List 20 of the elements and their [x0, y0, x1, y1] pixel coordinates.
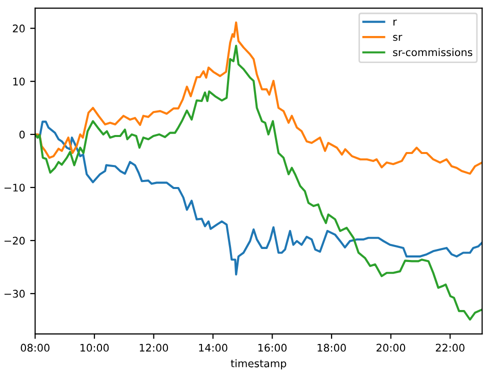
x-tick-label: 10:00 — [80, 344, 109, 352]
x-tick-label: 14:00 — [199, 344, 228, 352]
x-axis-title: timestamp — [230, 359, 286, 370]
x-tick-label: 08:00 — [20, 344, 50, 352]
x-tick-label: 20:00 — [376, 344, 406, 352]
legend-label: r — [393, 20, 397, 26]
y-tick-label: −20 — [4, 236, 25, 245]
x-tick-label: 22:00 — [436, 344, 464, 352]
legend-label: sr-commissions — [393, 48, 472, 56]
y-tick-label: 10 — [13, 78, 25, 86]
y-tick-label: −30 — [4, 290, 25, 298]
line-series — [35, 21, 482, 175]
x-tick-label: 18:00 — [318, 344, 346, 352]
y-tick-label: −10 — [4, 184, 25, 192]
x-tick-label: 12:00 — [140, 344, 168, 352]
legend-label: sr — [393, 34, 402, 41]
x-tick-label: 16:00 — [258, 344, 287, 352]
y-tick-label: 0 — [19, 130, 25, 139]
line-series — [35, 44, 482, 321]
y-tick-label: 20 — [12, 24, 25, 32]
